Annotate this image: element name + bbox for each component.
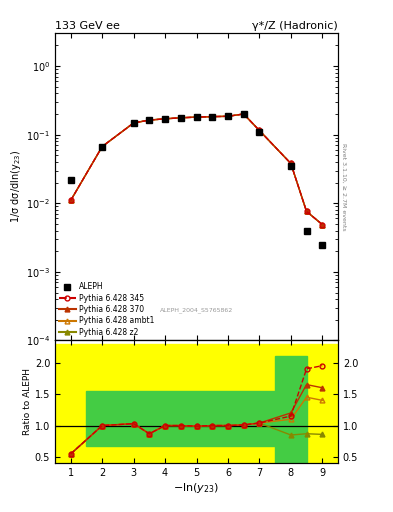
Y-axis label: Rivet 3.1.10, ≥ 2.7M events: Rivet 3.1.10, ≥ 2.7M events (341, 143, 346, 231)
Bar (86, 344, 275, 463)
Text: γ*/Z (Hadronic): γ*/Z (Hadronic) (252, 21, 338, 31)
X-axis label: $-\ln(y_{23})$: $-\ln(y_{23})$ (173, 481, 220, 495)
Bar (275, 356, 307, 470)
Y-axis label: 1/σ dσ/dln(y$_{23}$): 1/σ dσ/dln(y$_{23}$) (9, 151, 23, 223)
Text: 133 GeV ee: 133 GeV ee (55, 21, 120, 31)
Y-axis label: Ratio to ALEPH: Ratio to ALEPH (23, 369, 32, 435)
Bar (275, 344, 338, 463)
Text: ALEPH_2004_S5765862: ALEPH_2004_S5765862 (160, 307, 233, 313)
Legend: ALEPH, Pythia 6.428 345, Pythia 6.428 370, Pythia 6.428 ambt1, Pythia 6.428 z2: ALEPH, Pythia 6.428 345, Pythia 6.428 37… (59, 283, 154, 337)
Bar (55, 344, 86, 463)
Bar (86, 391, 275, 446)
